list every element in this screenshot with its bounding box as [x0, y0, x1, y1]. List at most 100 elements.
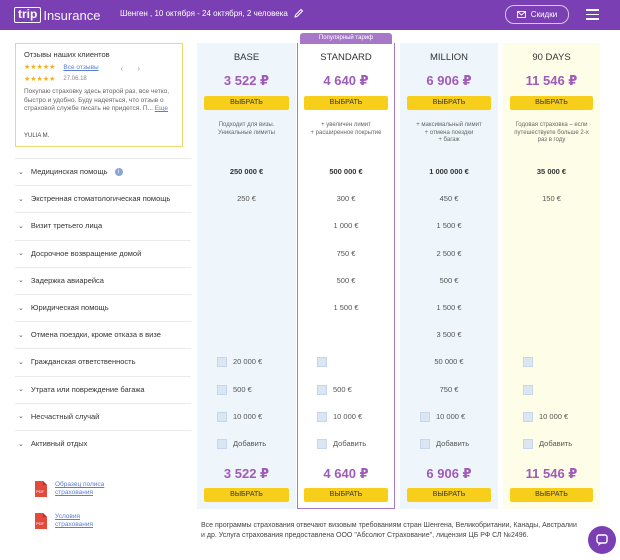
chat-button[interactable]	[588, 526, 616, 554]
coverage-value: Добавить	[436, 439, 470, 448]
plan-name: 90 DAYS	[532, 52, 571, 63]
row-divider	[15, 212, 191, 214]
top-bar: trip Insurance Шенген , 10 октября - 24 …	[0, 0, 620, 30]
row-divider	[15, 239, 191, 241]
coverage-checkbox[interactable]	[523, 384, 533, 395]
bottom-select-plan-button[interactable]: ВЫБРАТЬ	[204, 488, 289, 502]
logo-text: Insurance	[43, 7, 101, 23]
coverage-name: Экстренная стоматологическая помощь	[30, 194, 171, 204]
coverage-checkbox[interactable]	[317, 439, 327, 449]
coverage-value: 1 500 €	[436, 303, 462, 312]
trip-summary[interactable]: Шенген , 10 октября - 24 октября, 2 чело…	[120, 8, 304, 18]
coverage-name: Медицинская помощь	[30, 167, 108, 176]
pencil-icon[interactable]	[294, 8, 304, 18]
coverage-value: 1 000 000 €	[429, 167, 469, 176]
plan-column-base	[197, 43, 296, 509]
review-widget: Отзывы наших клиентов ★★★★★ Все отзывы ‹…	[15, 43, 183, 147]
coverage-checkbox[interactable]	[317, 384, 327, 395]
row-divider	[15, 321, 191, 323]
coverage-row-label[interactable]: ⌄ Досрочное возвращение домой	[18, 249, 141, 258]
plan-column-standard	[297, 43, 395, 509]
select-plan-button[interactable]: ВЫБРАТЬ	[304, 96, 388, 110]
bottom-plan-price: 11 546 ₽	[525, 466, 578, 481]
review-date: 27.06.18	[63, 76, 87, 82]
coverage-checkbox[interactable]	[523, 411, 533, 422]
coverage-row-label[interactable]: ⌄ Гражданская ответственность	[18, 357, 136, 366]
policy-sample-doc[interactable]: PDF Образец полиса страхования	[34, 481, 115, 497]
coverage-value: Добавить	[333, 439, 367, 448]
plan-name: MILLION	[429, 52, 468, 63]
plan-price: 11 546 ₽	[525, 73, 578, 88]
review-more-link[interactable]: Еще	[154, 105, 168, 112]
pdf-label: PDF	[36, 489, 45, 494]
review-nav-arrows-icon[interactable]: ‹ ›	[120, 64, 146, 73]
bottom-select-plan-button[interactable]: ВЫБРАТЬ	[304, 488, 388, 502]
coverage-checkbox[interactable]	[217, 439, 227, 449]
logo[interactable]: trip Insurance	[14, 6, 100, 24]
coverage-row-label[interactable]: ⌄ Юридическая помощь	[18, 303, 109, 312]
coverage-row-label[interactable]: ⌄ Задержка авиарейса	[18, 276, 104, 285]
coverage-name: Юридическая помощь	[30, 303, 109, 312]
coverage-row-label[interactable]: ⌄ Активный отдых	[18, 439, 87, 448]
coverage-row-label[interactable]: ⌄ Визит третьего лица	[18, 221, 102, 230]
select-plan-button[interactable]: ВЫБРАТЬ	[407, 96, 491, 110]
coverage-checkbox[interactable]	[420, 439, 430, 449]
coverage-checkbox[interactable]	[217, 384, 227, 395]
pdf-icon: PDF	[35, 513, 47, 529]
coverage-value: 750 €	[336, 248, 356, 258]
mail-icon	[516, 11, 526, 18]
coverage-value: Добавить	[539, 439, 573, 448]
info-icon[interactable]: i	[114, 167, 123, 176]
pdf-label: PDF	[36, 521, 45, 526]
coverage-checkbox[interactable]	[217, 357, 227, 368]
row-divider	[15, 294, 191, 295]
popular-plan-badge: Популярный тариф	[300, 33, 392, 44]
coverage-value: 250 €	[237, 194, 256, 204]
coverage-value: 150 €	[542, 194, 561, 204]
coverage-value: Добавить	[233, 439, 267, 448]
plan-description: + максимальный лимит + отмена поездки + …	[416, 122, 482, 143]
coverage-row-label[interactable]: ⌄ Экстренная стоматологическая помощь	[18, 194, 170, 203]
coverage-value: 1 500 €	[333, 303, 359, 312]
logo-box: trip	[14, 7, 42, 23]
coverage-value: 250 000 €	[229, 167, 264, 176]
coverage-name: Задержка авиарейса	[30, 275, 104, 285]
chat-icon	[596, 534, 608, 546]
coverage-checkbox[interactable]	[420, 411, 430, 422]
bottom-select-plan-button[interactable]: ВЫБРАТЬ	[407, 488, 491, 502]
coverage-checkbox[interactable]	[523, 357, 533, 368]
plan-name: BASE	[233, 52, 260, 63]
coverage-name: Гражданская ответственность	[30, 357, 136, 367]
select-plan-button[interactable]: ВЫБРАТЬ	[510, 96, 593, 110]
hamburger-menu-icon[interactable]	[586, 9, 599, 20]
chevron-down-icon: ⌄	[18, 440, 24, 448]
bottom-select-plan-button[interactable]: ВЫБРАТЬ	[510, 488, 593, 502]
coverage-value: 500 000 €	[329, 167, 363, 176]
coverage-checkbox[interactable]	[217, 411, 227, 422]
all-reviews-link[interactable]: Все отзывы	[63, 63, 99, 71]
plan-column-million	[400, 43, 498, 509]
coverage-name: Утрата или повреждение багажа	[30, 384, 145, 394]
coverage-checkbox[interactable]	[317, 357, 327, 368]
bottom-plan-price: 4 640 ₽	[323, 466, 369, 481]
coverage-value: 500 €	[233, 384, 252, 394]
coverage-value: 500 €	[439, 275, 459, 285]
coverage-value: 3 500 €	[436, 330, 462, 340]
review-title: Отзывы наших клиентов	[24, 50, 110, 59]
policy-sample-link[interactable]: Образец полиса страхования	[55, 481, 105, 496]
coverage-checkbox[interactable]	[523, 439, 533, 449]
conditions-doc[interactable]: PDF Условия страхования	[34, 513, 105, 529]
coverage-row-label[interactable]: ⌄ Утрата или повреждение багажа	[18, 385, 145, 394]
select-plan-button[interactable]: ВЫБРАТЬ	[204, 96, 289, 110]
coverage-value: 500 €	[333, 384, 352, 394]
plan-description: Подходит для визы. Уникальные лимиты	[218, 122, 275, 136]
coverage-value: 1 000 €	[333, 221, 359, 231]
coverage-checkbox[interactable]	[317, 411, 327, 422]
coverage-row-label[interactable]: ⌄ Медицинская помощь i	[18, 167, 123, 176]
coverage-value: 20 000 €	[233, 357, 263, 367]
coverage-row-label[interactable]: ⌄ Несчастный случай	[18, 412, 99, 421]
coverage-row-label[interactable]: ⌄ Отмена поездки, кроме отказа в визе	[18, 330, 161, 339]
trip-summary-text: Шенген , 10 октября - 24 октября, 2 чело…	[120, 8, 288, 18]
conditions-link[interactable]: Условия страхования	[55, 513, 93, 528]
discounts-button[interactable]: Скидки	[505, 5, 569, 24]
